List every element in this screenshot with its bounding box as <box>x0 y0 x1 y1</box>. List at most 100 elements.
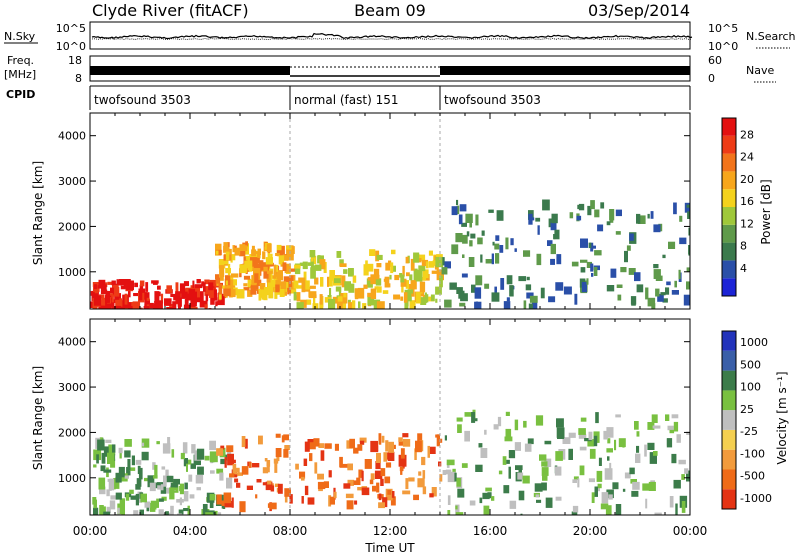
data-cell <box>428 261 435 268</box>
data-cell <box>179 497 182 506</box>
data-cell <box>183 304 190 309</box>
data-cell <box>645 287 649 300</box>
data-cell <box>186 463 188 472</box>
time-tick-label: 20:00 <box>573 524 608 538</box>
data-cell <box>604 468 613 480</box>
colorbar-swatch <box>722 469 736 490</box>
data-cell <box>313 438 320 447</box>
data-cell <box>258 435 263 445</box>
data-cell <box>400 448 405 459</box>
data-cell <box>372 485 377 492</box>
data-cell <box>588 431 593 441</box>
data-cell <box>420 297 427 305</box>
data-cell <box>421 259 429 267</box>
data-cell <box>230 273 239 278</box>
y-tick-label: 1000 <box>58 266 86 279</box>
data-cell <box>317 481 326 490</box>
data-cell <box>370 288 377 299</box>
data-cell <box>439 474 443 482</box>
data-cell <box>455 512 464 515</box>
data-cell <box>314 264 322 271</box>
data-cell <box>129 467 136 471</box>
data-cell <box>403 292 408 303</box>
data-cell <box>336 251 342 258</box>
data-cell <box>144 294 147 307</box>
data-cell <box>339 263 347 267</box>
data-cell <box>612 482 619 490</box>
data-cell <box>447 510 451 515</box>
data-cell <box>580 417 587 422</box>
data-cell <box>556 418 564 428</box>
data-cell <box>353 480 361 485</box>
data-cell <box>376 482 380 493</box>
beam-title: Beam 09 <box>354 1 426 20</box>
data-cell <box>309 453 313 462</box>
data-cell <box>528 213 533 225</box>
data-cell <box>506 275 513 285</box>
data-cell <box>147 302 154 309</box>
data-cell <box>498 470 503 475</box>
data-cell <box>147 475 155 488</box>
time-tick-label: 04:00 <box>173 524 208 538</box>
data-cell <box>597 224 604 232</box>
data-cell <box>499 245 504 253</box>
data-cell <box>328 276 333 287</box>
data-cell <box>590 200 595 210</box>
data-cell <box>488 209 494 213</box>
data-cell <box>594 209 600 218</box>
data-cell <box>257 248 261 256</box>
data-cell <box>417 478 425 488</box>
data-cell <box>239 501 246 513</box>
data-cell <box>285 281 289 292</box>
data-cell <box>170 293 178 297</box>
data-cell <box>465 213 473 223</box>
time-tick-label: 16:00 <box>473 524 508 538</box>
data-cell <box>447 471 456 483</box>
data-cell <box>581 282 587 293</box>
data-cell <box>225 280 228 285</box>
data-cell <box>515 465 523 470</box>
data-cell <box>665 287 670 295</box>
data-cell <box>244 438 248 449</box>
data-cell <box>255 494 258 499</box>
data-cell <box>334 298 338 304</box>
data-cell <box>284 488 291 497</box>
colorbar-swatch <box>722 153 736 172</box>
data-cell <box>409 274 413 281</box>
data-cell <box>209 440 216 451</box>
data-cell <box>687 211 690 219</box>
data-cell <box>506 459 510 464</box>
data-cell <box>181 291 188 299</box>
data-cell <box>287 287 292 295</box>
data-cell <box>99 505 104 515</box>
data-cell <box>139 509 144 515</box>
data-cell <box>170 505 174 515</box>
data-cell <box>238 472 243 476</box>
data-cell <box>103 511 111 515</box>
data-cell <box>233 279 237 286</box>
data-cell <box>429 493 434 498</box>
data-cell <box>351 300 356 309</box>
data-cell <box>389 274 392 280</box>
data-cell <box>232 459 236 464</box>
data-cell <box>358 469 363 478</box>
data-cell <box>370 473 375 480</box>
data-cell <box>103 446 109 457</box>
y-tick-label: 4000 <box>58 336 86 349</box>
data-cell <box>618 438 626 448</box>
data-cell <box>427 445 430 458</box>
data-cell <box>381 435 385 443</box>
data-cell <box>590 242 594 252</box>
y-tick-label: 2000 <box>58 220 86 233</box>
data-cell <box>310 267 316 279</box>
data-cell <box>160 293 164 304</box>
data-cell <box>263 266 269 279</box>
data-cell <box>294 263 301 275</box>
data-cell <box>391 491 395 498</box>
data-cell <box>591 273 594 277</box>
data-cell <box>662 254 666 259</box>
data-cell <box>108 444 116 456</box>
data-cell <box>254 273 259 283</box>
data-cell <box>503 301 511 309</box>
data-cell <box>378 493 382 501</box>
